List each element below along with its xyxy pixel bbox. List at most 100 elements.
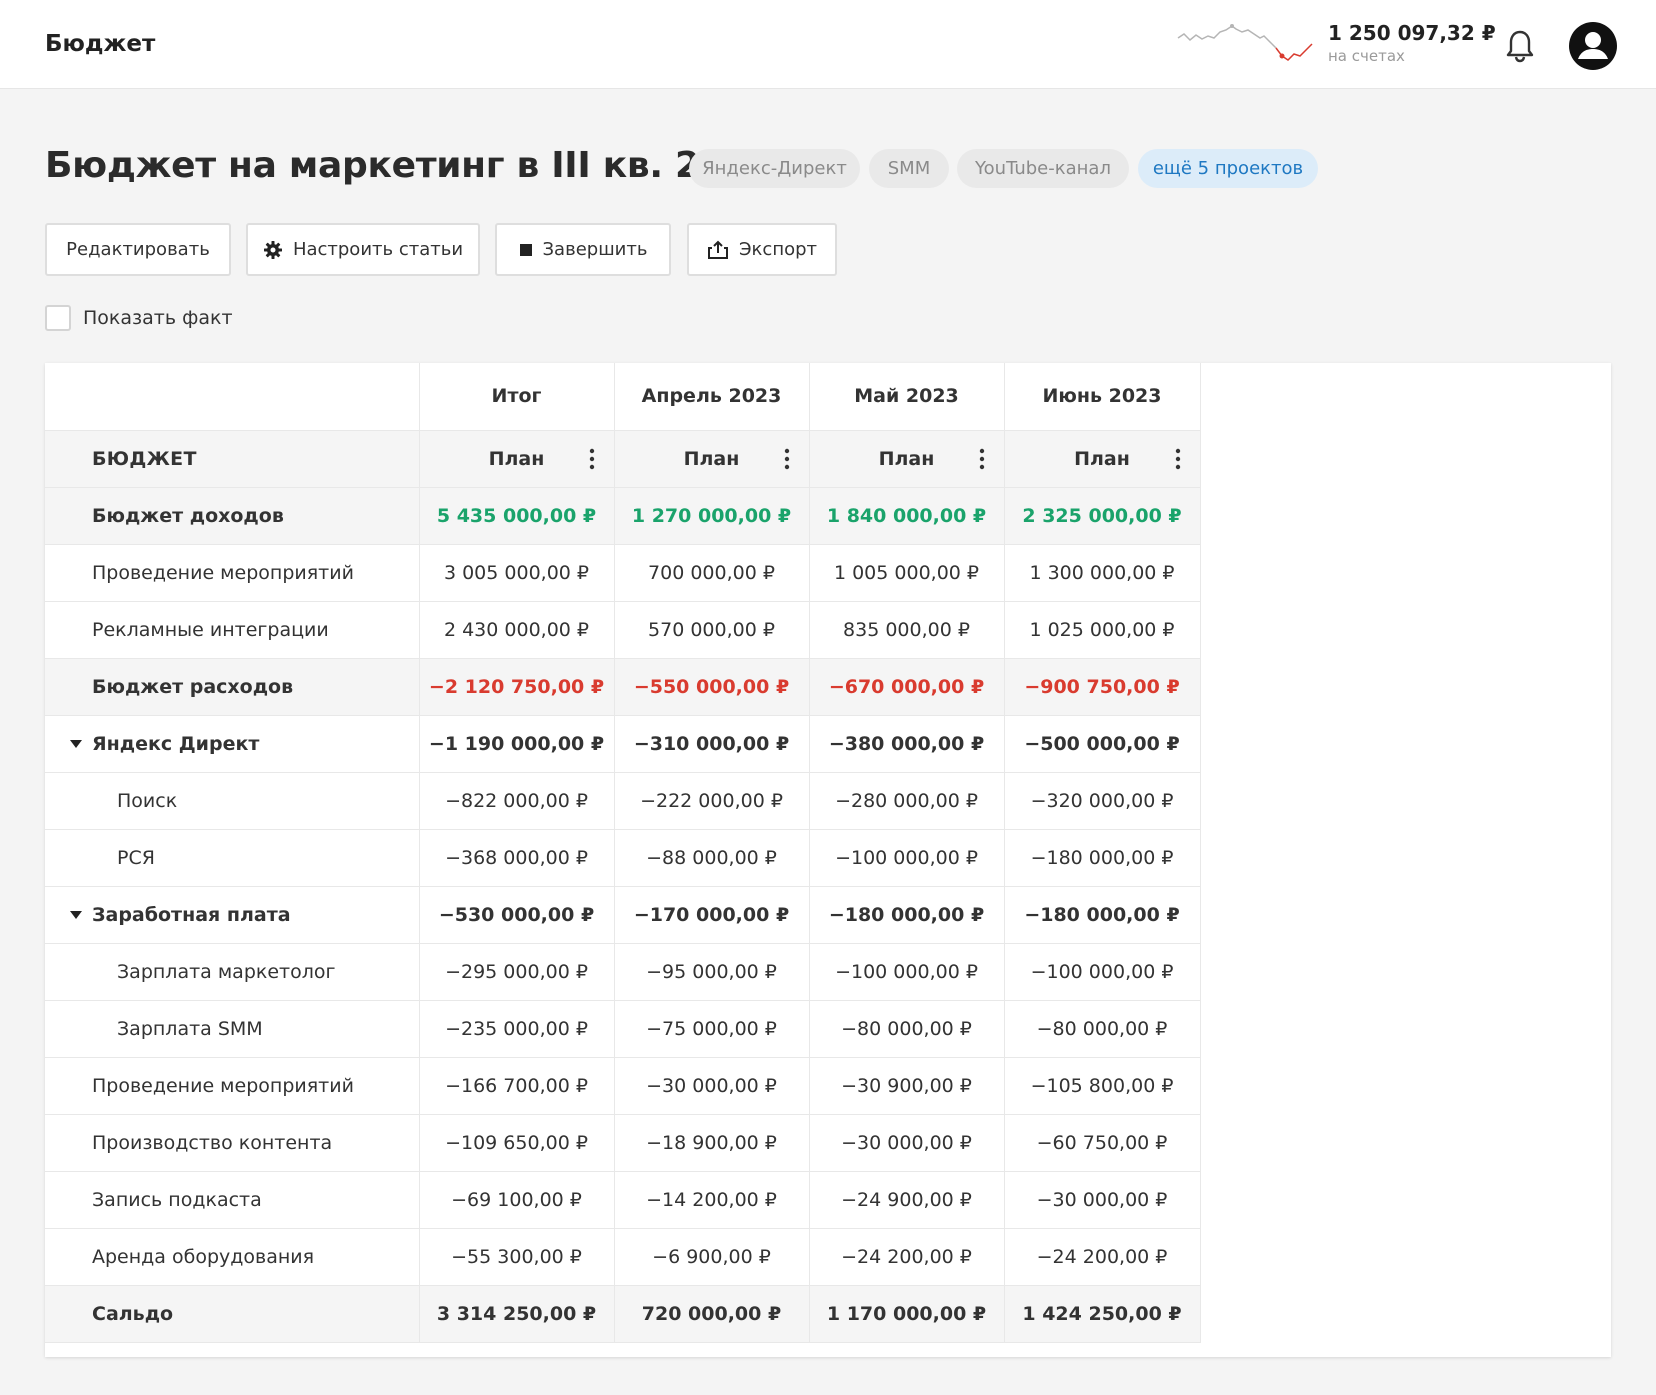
cell-value[interactable]: −530 000,00 ₽ (419, 886, 615, 944)
kebab-icon[interactable] (783, 447, 791, 471)
cell-value[interactable]: −24 200,00 ₽ (1004, 1228, 1201, 1286)
column-header-total: Итог (419, 363, 615, 431)
kebab-icon[interactable] (588, 447, 596, 471)
cell-value[interactable]: −2 120 750,00 ₽ (419, 658, 615, 716)
row-label: Проведение мероприятий (45, 544, 420, 602)
cell-value[interactable]: −166 700,00 ₽ (419, 1057, 615, 1115)
cell-value[interactable]: −88 000,00 ₽ (614, 829, 810, 887)
cell-value[interactable]: −69 100,00 ₽ (419, 1171, 615, 1229)
column-header-may: Май 2023 (809, 363, 1005, 431)
cell-value[interactable]: 5 435 000,00 ₽ (419, 487, 615, 545)
cell-value[interactable]: −30 900,00 ₽ (809, 1057, 1005, 1115)
cell-value[interactable]: −100 000,00 ₽ (809, 943, 1005, 1001)
cell-value[interactable]: −180 000,00 ₽ (1004, 829, 1201, 887)
top-bar: Бюджет 1 250 097,32 ₽ на счетах (0, 0, 1656, 89)
cell-value[interactable]: 1 840 000,00 ₽ (809, 487, 1005, 545)
cell-value[interactable]: 1 270 000,00 ₽ (614, 487, 810, 545)
tag-smm[interactable]: SMM (869, 149, 949, 188)
cell-value[interactable]: 1 025 000,00 ₽ (1004, 601, 1201, 659)
edit-button[interactable]: Редактировать (45, 223, 231, 276)
row-label-group[interactable]: Заработная плата (45, 886, 420, 944)
cell-value[interactable]: 720 000,00 ₽ (614, 1285, 810, 1343)
cell-value[interactable]: −822 000,00 ₽ (419, 772, 615, 830)
sparkline-icon (1177, 24, 1313, 61)
kebab-icon[interactable] (978, 447, 986, 471)
cell-value[interactable]: 1 170 000,00 ₽ (809, 1285, 1005, 1343)
table-row: РСЯ −368 000,00 ₽ −88 000,00 ₽ −100 000,… (45, 829, 1201, 887)
cell-value[interactable]: −222 000,00 ₽ (614, 772, 810, 830)
cell-value[interactable]: 2 430 000,00 ₽ (419, 601, 615, 659)
cell-value[interactable]: 2 325 000,00 ₽ (1004, 487, 1201, 545)
row-label: Зарплата маркетолог (45, 943, 420, 1001)
cell-value[interactable]: −18 900,00 ₽ (614, 1114, 810, 1172)
plan-label: План (878, 447, 935, 470)
cell-value[interactable]: −310 000,00 ₽ (614, 715, 810, 773)
cell-value[interactable]: −380 000,00 ₽ (809, 715, 1005, 773)
cell-value[interactable]: 835 000,00 ₽ (809, 601, 1005, 659)
row-label: Поиск (45, 772, 420, 830)
header-corner (45, 363, 420, 431)
configure-items-button[interactable]: Настроить статьи (246, 223, 480, 276)
section-label: БЮДЖЕТ (45, 430, 420, 488)
tag-youtube[interactable]: YouTube-канал (957, 149, 1129, 188)
cell-value[interactable]: −60 750,00 ₽ (1004, 1114, 1201, 1172)
cell-value[interactable]: −280 000,00 ₽ (809, 772, 1005, 830)
row-label-group[interactable]: Яндекс Директ (45, 715, 420, 773)
plan-header-row: БЮДЖЕТ План План План План (45, 430, 1201, 488)
configure-items-label: Настроить статьи (292, 239, 464, 260)
cell-value[interactable]: −368 000,00 ₽ (419, 829, 615, 887)
cell-value[interactable]: −6 900,00 ₽ (614, 1228, 810, 1286)
cell-value[interactable]: −320 000,00 ₽ (1004, 772, 1201, 830)
cell-value[interactable]: −30 000,00 ₽ (809, 1114, 1005, 1172)
cell-value[interactable]: −24 200,00 ₽ (809, 1228, 1005, 1286)
cell-value[interactable]: −670 000,00 ₽ (809, 658, 1005, 716)
show-fact-checkbox[interactable] (45, 305, 71, 331)
show-fact-label[interactable]: Показать факт (83, 307, 233, 329)
cell-value[interactable]: −235 000,00 ₽ (419, 1000, 615, 1058)
cell-value[interactable]: −180 000,00 ₽ (1004, 886, 1201, 944)
cell-value[interactable]: −100 000,00 ₽ (809, 829, 1005, 887)
cell-value[interactable]: −100 000,00 ₽ (1004, 943, 1201, 1001)
cell-value[interactable]: −80 000,00 ₽ (1004, 1000, 1201, 1058)
cell-value[interactable]: −900 750,00 ₽ (1004, 658, 1201, 716)
row-label: Бюджет доходов (45, 487, 420, 545)
cell-value[interactable]: −1 190 000,00 ₽ (419, 715, 615, 773)
cell-value[interactable]: 3 005 000,00 ₽ (419, 544, 615, 602)
user-avatar-icon[interactable] (1568, 21, 1618, 71)
more-projects-link[interactable]: ещё 5 проектов (1138, 149, 1318, 188)
cell-value[interactable]: 1 005 000,00 ₽ (809, 544, 1005, 602)
cell-value[interactable]: −95 000,00 ₽ (614, 943, 810, 1001)
finish-button[interactable]: Завершить (495, 223, 671, 276)
cell-value[interactable]: −109 650,00 ₽ (419, 1114, 615, 1172)
cell-value[interactable]: −550 000,00 ₽ (614, 658, 810, 716)
caret-down-icon[interactable] (69, 739, 83, 749)
page-title: Бюджет на маркетинг в III кв. 2024 (45, 145, 774, 186)
tag-yandex-direct[interactable]: Яндекс-Директ (689, 149, 860, 188)
cell-value[interactable]: 570 000,00 ₽ (614, 601, 810, 659)
cell-value[interactable]: 700 000,00 ₽ (614, 544, 810, 602)
cell-value[interactable]: 1 300 000,00 ₽ (1004, 544, 1201, 602)
row-label: Бюджет расходов (45, 658, 420, 716)
cell-value[interactable]: 3 314 250,00 ₽ (419, 1285, 615, 1343)
row-label: Заработная плата (92, 903, 291, 926)
cell-value[interactable]: −14 200,00 ₽ (614, 1171, 810, 1229)
cell-value[interactable]: −295 000,00 ₽ (419, 943, 615, 1001)
cell-value[interactable]: −170 000,00 ₽ (614, 886, 810, 944)
cell-value[interactable]: −24 900,00 ₽ (809, 1171, 1005, 1229)
cell-value[interactable]: −30 000,00 ₽ (614, 1057, 810, 1115)
cell-value[interactable]: −500 000,00 ₽ (1004, 715, 1201, 773)
cell-value[interactable]: −105 800,00 ₽ (1004, 1057, 1201, 1115)
export-button[interactable]: Экспорт (687, 223, 837, 276)
cell-value[interactable]: −30 000,00 ₽ (1004, 1171, 1201, 1229)
cell-value[interactable]: −55 300,00 ₽ (419, 1228, 615, 1286)
bell-icon[interactable] (1505, 29, 1535, 63)
table-row-balance: Сальдо 3 314 250,00 ₽ 720 000,00 ₽ 1 170… (45, 1285, 1201, 1343)
table-row: Запись подкаста −69 100,00 ₽ −14 200,00 … (45, 1171, 1201, 1229)
cell-value[interactable]: −80 000,00 ₽ (809, 1000, 1005, 1058)
cell-value[interactable]: 1 424 250,00 ₽ (1004, 1285, 1201, 1343)
column-header-april: Апрель 2023 (614, 363, 810, 431)
cell-value[interactable]: −180 000,00 ₽ (809, 886, 1005, 944)
cell-value[interactable]: −75 000,00 ₽ (614, 1000, 810, 1058)
kebab-icon[interactable] (1174, 447, 1182, 471)
caret-down-icon[interactable] (69, 910, 83, 920)
